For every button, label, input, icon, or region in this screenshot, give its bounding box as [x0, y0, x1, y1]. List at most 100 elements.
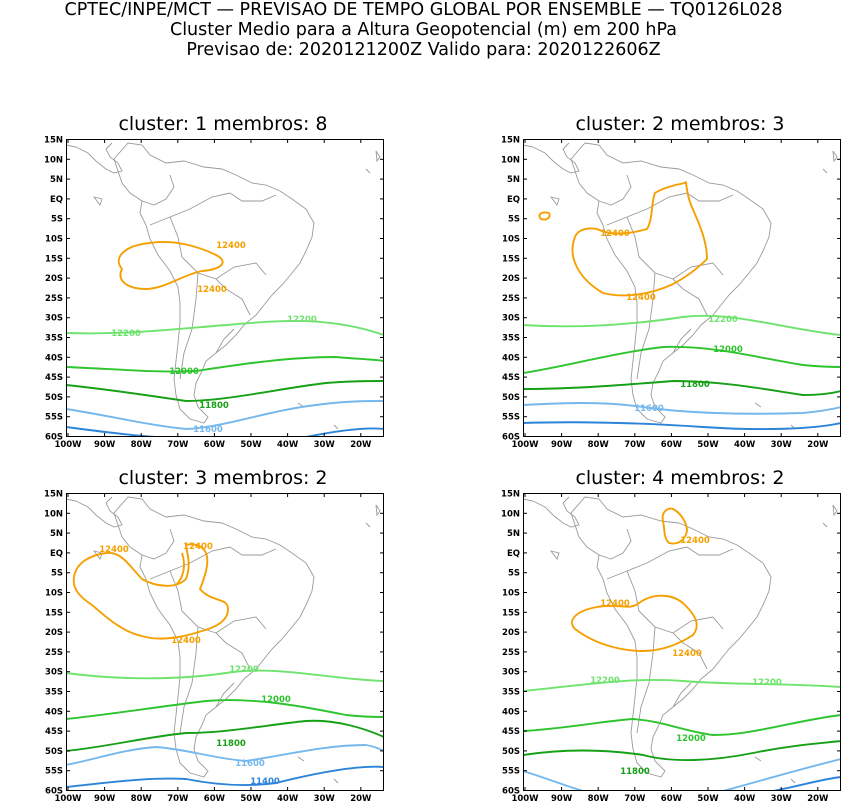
lon-tick-label: 60W	[661, 440, 683, 450]
coastline-south-america	[113, 142, 315, 424]
lon-tick-label: 80W	[588, 440, 610, 450]
map-panel-3: 12400 12400 12400 12200 12000 11800 11600 11400…	[44, 490, 384, 803]
lon-tick-label: 20W	[807, 794, 829, 803]
contour-line	[523, 740, 841, 762]
lon-tick-label: 90W	[551, 440, 573, 450]
contour-label: 12200	[287, 315, 317, 325]
contour-line	[66, 426, 384, 437]
header-line-3: Previsao de: 2020121200Z Valido para: 20…	[186, 40, 661, 60]
lat-tick-label: EQ	[50, 549, 63, 559]
lon-tick-label: 80W	[588, 794, 610, 803]
contour-label: 11800	[680, 380, 710, 390]
contour-line	[523, 679, 841, 692]
map-frame	[66, 139, 384, 437]
header-line-2: Cluster Medio para a Altura Geopotencial…	[169, 20, 678, 40]
lon-tick-label: 70W	[167, 440, 189, 450]
lon-tick-label: 30W	[771, 794, 793, 803]
map-content: 12400 12400 12200 12200 12000 11800 11600	[66, 142, 384, 437]
lat-tick-label: 15S	[45, 608, 63, 618]
lon-tick-label: 100W	[511, 440, 539, 450]
lon-tick-label: 50W	[240, 440, 262, 450]
lat-tick-label: 45S	[502, 727, 520, 737]
country-borders	[141, 528, 277, 734]
contour-line	[175, 552, 185, 586]
contour-line	[523, 345, 841, 374]
lat-tick-label: 60S	[45, 433, 63, 443]
lat-tick-label: 45S	[45, 373, 63, 383]
lat-tick-label: EQ	[507, 549, 520, 559]
contour-line	[66, 669, 384, 682]
contour-label: 12000	[169, 367, 199, 377]
lon-tick-label: 90W	[94, 440, 116, 450]
lat-tick-label: 10N	[44, 509, 63, 519]
map-frame	[66, 493, 384, 791]
contour-line	[523, 758, 841, 791]
lat-tick-label: 50S	[45, 747, 63, 757]
contour-line	[523, 380, 841, 396]
contour-line	[523, 314, 841, 336]
panel-3-title: cluster: 3 membros: 2	[118, 467, 328, 489]
lon-tick-label: 40W	[277, 794, 299, 803]
contour-label: 12400	[626, 293, 656, 303]
lat-tick-label: EQ	[507, 195, 520, 205]
lat-tick-label: 25S	[45, 294, 63, 304]
contour-line	[523, 421, 841, 431]
lon-tick-label: 70W	[167, 794, 189, 803]
lat-tick-label: 5N	[50, 175, 63, 185]
lat-tick-label: 30S	[45, 668, 63, 678]
contour-label: 12400	[600, 229, 630, 239]
lat-tick-label: 10N	[501, 155, 520, 165]
contour-line	[66, 400, 384, 430]
lat-tick-label: 10S	[502, 235, 520, 245]
lat-tick-label: 30S	[502, 314, 520, 324]
lat-tick-label: 40S	[45, 707, 63, 717]
lat-tick-label: 40S	[502, 353, 520, 363]
lon-tick-label: 40W	[734, 794, 756, 803]
lon-tick-label: 60W	[204, 794, 226, 803]
map-content: 12400 12400 12400 12200 12200 12000 11800	[523, 496, 841, 791]
contour-label: 12400	[680, 536, 710, 546]
map-content: 12400 12400 12200 12000 11800 11600	[523, 142, 841, 431]
map-panel-1: 12400 12400 12200 12200 12000 11800 11600 15N 10…	[44, 136, 384, 450]
lon-tick-label: 20W	[807, 440, 829, 450]
contour-label: 12400	[600, 599, 630, 609]
lat-tick-label: 15S	[45, 254, 63, 264]
contour-label: 11600	[634, 404, 664, 414]
lat-tick-label: 25S	[45, 648, 63, 658]
coastline-south-america	[570, 496, 772, 778]
lat-tick-label: 50S	[45, 393, 63, 403]
panel-2-title: cluster: 2 membros: 3	[575, 113, 785, 135]
lat-tick-label: 15N	[501, 136, 520, 146]
contour-line	[66, 380, 384, 402]
lat-tick-label: 35S	[502, 688, 520, 698]
contour-label: 12200	[708, 315, 738, 325]
lon-tick-label: 20W	[350, 794, 372, 803]
contour-label: 12200	[111, 329, 141, 339]
lon-tick-label: 60W	[204, 440, 226, 450]
contour-label: 12200	[752, 678, 782, 688]
lat-tick-label: 5N	[50, 529, 63, 539]
lat-tick-label: 60S	[502, 787, 520, 797]
coastline-central-america	[66, 142, 123, 174]
contour-line	[66, 744, 384, 766]
lat-tick-label: 20S	[502, 274, 520, 284]
lon-tick-label: 80W	[131, 440, 153, 450]
contour-label: 12400	[183, 542, 213, 552]
lat-tick-label: 25S	[502, 294, 520, 304]
lon-tick-label: 100W	[54, 794, 82, 803]
lon-tick-label: 20W	[350, 440, 372, 450]
contour-line	[66, 765, 384, 788]
contour-line	[772, 776, 841, 791]
lat-tick-label: 55S	[45, 767, 63, 777]
lat-tick-label: 50S	[502, 393, 520, 403]
lat-tick-label: 40S	[45, 353, 63, 363]
map-panel-2: 12400 12400 12200 12000 11800 11600 15N 10N 5N EQ…	[501, 136, 841, 450]
lon-tick-label: 30W	[314, 440, 336, 450]
lat-tick-label: 5N	[507, 175, 520, 185]
lon-tick-label: 30W	[771, 440, 793, 450]
islands	[549, 150, 838, 430]
contour-line	[66, 699, 384, 720]
map-frame	[523, 493, 841, 791]
lat-tick-label: 5S	[508, 215, 520, 225]
lat-tick-label: 15N	[44, 136, 63, 146]
